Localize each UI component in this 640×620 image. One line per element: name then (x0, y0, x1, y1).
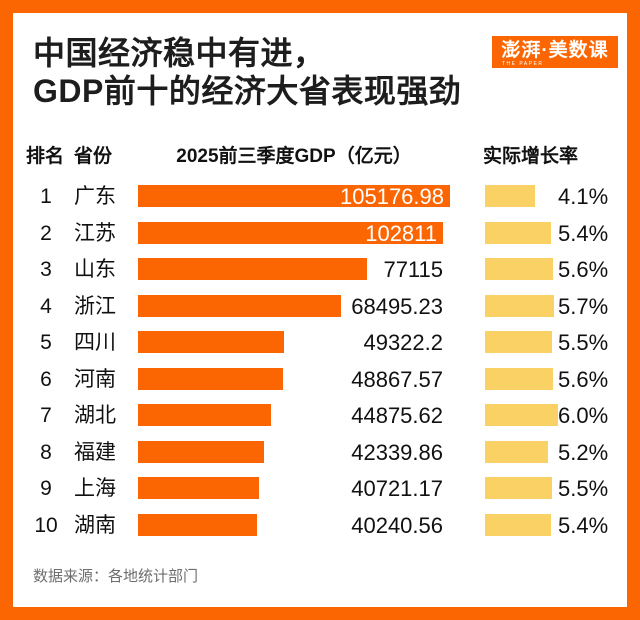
province-name: 江苏 (74, 221, 116, 245)
province-name: 广东 (74, 185, 116, 208)
logo-text: 澎湃·美数课 (501, 40, 609, 61)
header-growth-rate: 实际增长率 (483, 146, 579, 167)
header-province: 省份 (74, 146, 113, 167)
growth-value: 5.5% (558, 330, 609, 356)
growth-bar (485, 513, 551, 536)
table-row: 6 河南 48867.57 5.6% (0, 361, 640, 398)
rank-value: 8 (40, 440, 52, 464)
rank-value: 10 (34, 513, 58, 537)
gdp-bar (138, 331, 285, 354)
gdp-bar (138, 294, 342, 317)
growth-value: 5.7% (558, 293, 609, 319)
poster-title: 中国经济稳中有进， GDP前十的经济大省表现强劲 (33, 34, 461, 110)
table-header: 排名 省份 2025前三季度GDP（亿元） 实际增长率 (0, 140, 640, 174)
growth-bar (485, 294, 555, 317)
growth-bar (485, 221, 551, 244)
gdp-bar (138, 440, 264, 463)
gdp-value: 48867.57 (351, 366, 443, 392)
growth-value: 5.6% (558, 366, 609, 392)
gdp-value: 42339.86 (351, 439, 443, 465)
province-name: 福建 (74, 440, 116, 464)
rank-value: 7 (40, 404, 52, 428)
logo-subtext: THE PAPER (502, 61, 544, 67)
rank-value: 3 (40, 258, 52, 282)
gdp-value: 105176.98 (340, 184, 444, 209)
rank-value: 9 (40, 477, 52, 501)
gdp-bar (138, 258, 367, 281)
growth-bar (485, 440, 549, 463)
growth-value: 5.4% (558, 220, 609, 246)
table-row: 1 广东 105176.98 4.1% (0, 178, 640, 215)
growth-value: 4.1% (558, 184, 609, 209)
gdp-value: 68495.23 (351, 293, 443, 319)
province-name: 四川 (74, 331, 116, 355)
growth-value: 5.4% (558, 512, 609, 538)
table-row: 8 福建 42339.86 5.2% (0, 434, 640, 471)
gdp-bar (138, 513, 258, 536)
table-row: 3 山东 77115 5.6% (0, 251, 640, 288)
gdp-bar (138, 477, 259, 500)
province-name: 山东 (74, 258, 116, 282)
table-row: 10 湖南 40240.56 5.4% (0, 507, 640, 544)
gdp-bar: 102811 (138, 220, 443, 246)
table-row: 7 湖北 44875.62 6.0% (0, 397, 640, 434)
table-row: 2 江苏 102811 5.4% (0, 215, 640, 252)
table-row: 9 上海 40721.17 5.5% (0, 470, 640, 507)
gdp-value: 44875.62 (351, 403, 443, 429)
growth-value: 5.2% (558, 439, 609, 465)
gdp-value: 40240.56 (351, 512, 443, 538)
title-line-2: GDP前十的经济大省表现强劲 (33, 73, 462, 109)
header-rank: 排名 (26, 146, 65, 167)
header-gdp: 2025前三季度GDP（亿元） (176, 146, 412, 167)
growth-bar (485, 367, 554, 390)
province-name: 河南 (74, 367, 116, 391)
thepaper-logo: 澎湃·美数课 THE PAPER (492, 36, 618, 68)
growth-value: 5.5% (558, 476, 609, 502)
gdp-value: 102811 (365, 220, 437, 246)
rank-value: 5 (40, 331, 52, 355)
rank-value: 6 (40, 367, 52, 391)
gdp-bar: 105176.98 (138, 184, 450, 209)
gdp-value: 49322.2 (363, 330, 443, 356)
gdp-bar (138, 404, 272, 427)
table-row: 5 四川 49322.2 5.5% (0, 324, 640, 361)
growth-bar (485, 258, 554, 281)
rank-value: 1 (40, 185, 52, 208)
province-name: 上海 (74, 477, 116, 501)
growth-value: 5.6% (558, 257, 609, 283)
province-name: 浙江 (74, 294, 116, 318)
growth-bar (485, 404, 558, 427)
growth-value: 6.0% (558, 403, 609, 429)
gdp-bar (138, 367, 283, 390)
province-name: 湖南 (74, 513, 116, 537)
rank-value: 2 (40, 221, 52, 245)
gdp-value: 40721.17 (351, 476, 443, 502)
growth-bar (485, 185, 535, 207)
table-row: 4 浙江 68495.23 5.7% (0, 288, 640, 325)
data-source: 数据来源：各地统计部门 (33, 568, 199, 585)
title-line-1: 中国经济稳中有进， (33, 35, 326, 71)
growth-bar (485, 331, 552, 354)
province-name: 湖北 (74, 404, 116, 428)
rank-value: 4 (40, 294, 52, 318)
gdp-value: 77115 (383, 257, 443, 283)
growth-bar (485, 477, 552, 500)
